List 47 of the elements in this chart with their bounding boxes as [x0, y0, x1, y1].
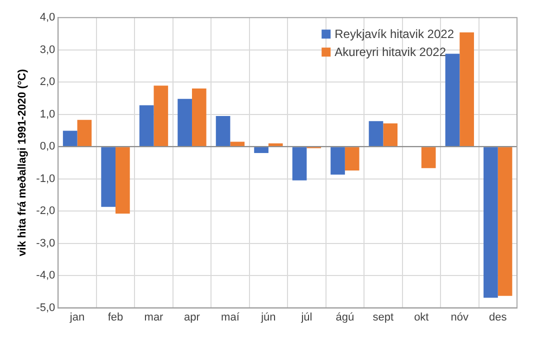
y-tick-label: 4,0 [40, 12, 56, 24]
bar [460, 32, 474, 146]
bar [62, 130, 78, 146]
bar [230, 142, 245, 146]
y-tick-label: 0,0 [40, 140, 56, 153]
bar [344, 147, 360, 170]
y-tick-label: -4,0 [36, 270, 56, 282]
x-tick-label: maí [221, 311, 240, 324]
y-tick-label: -3,0 [36, 237, 56, 250]
x-tick-label: nóv [450, 311, 470, 324]
y-tick-label: -5,0 [36, 302, 56, 314]
bar [292, 147, 307, 180]
bar [445, 54, 460, 146]
bar [77, 120, 92, 146]
x-tick-label: jún [260, 311, 276, 324]
bar [154, 86, 168, 146]
y-tick-label: -2,0 [36, 205, 56, 218]
x-tick-label: ágú [336, 311, 354, 324]
bar [268, 143, 283, 146]
y-tick-label: 1,0 [40, 108, 56, 120]
bar [484, 147, 498, 298]
bar [139, 105, 154, 146]
y-tick-label: -1,0 [36, 172, 56, 185]
x-tick-label: mar [144, 311, 164, 324]
x-tick-label: sept [372, 311, 394, 324]
legend-label: Akureyri hitavik 2022 [334, 44, 446, 59]
bar [330, 147, 345, 175]
x-tick-label: jan [68, 311, 85, 324]
bar [116, 147, 130, 214]
x-tick-label: apr [184, 311, 200, 324]
x-tick-label: feb [108, 311, 124, 324]
bar [383, 123, 398, 146]
bar [216, 116, 230, 146]
x-tick-label: júl [300, 311, 312, 324]
legend-label: Reykjavík hitavik 2022 [334, 26, 454, 41]
x-tick-label: des [489, 311, 508, 324]
bar [498, 147, 512, 296]
y-tick-label: 3,0 [40, 44, 56, 56]
bar [368, 121, 384, 146]
y-tick-label: 2,0 [40, 76, 56, 88]
y-axis-title: vik hita frá meðallagi 1991-2020 (°C) [16, 68, 29, 256]
bar [192, 88, 206, 146]
bar [178, 98, 192, 146]
bar [421, 147, 436, 168]
x-tick-label: okt [414, 311, 429, 324]
bar [101, 147, 116, 207]
bar [254, 147, 268, 154]
